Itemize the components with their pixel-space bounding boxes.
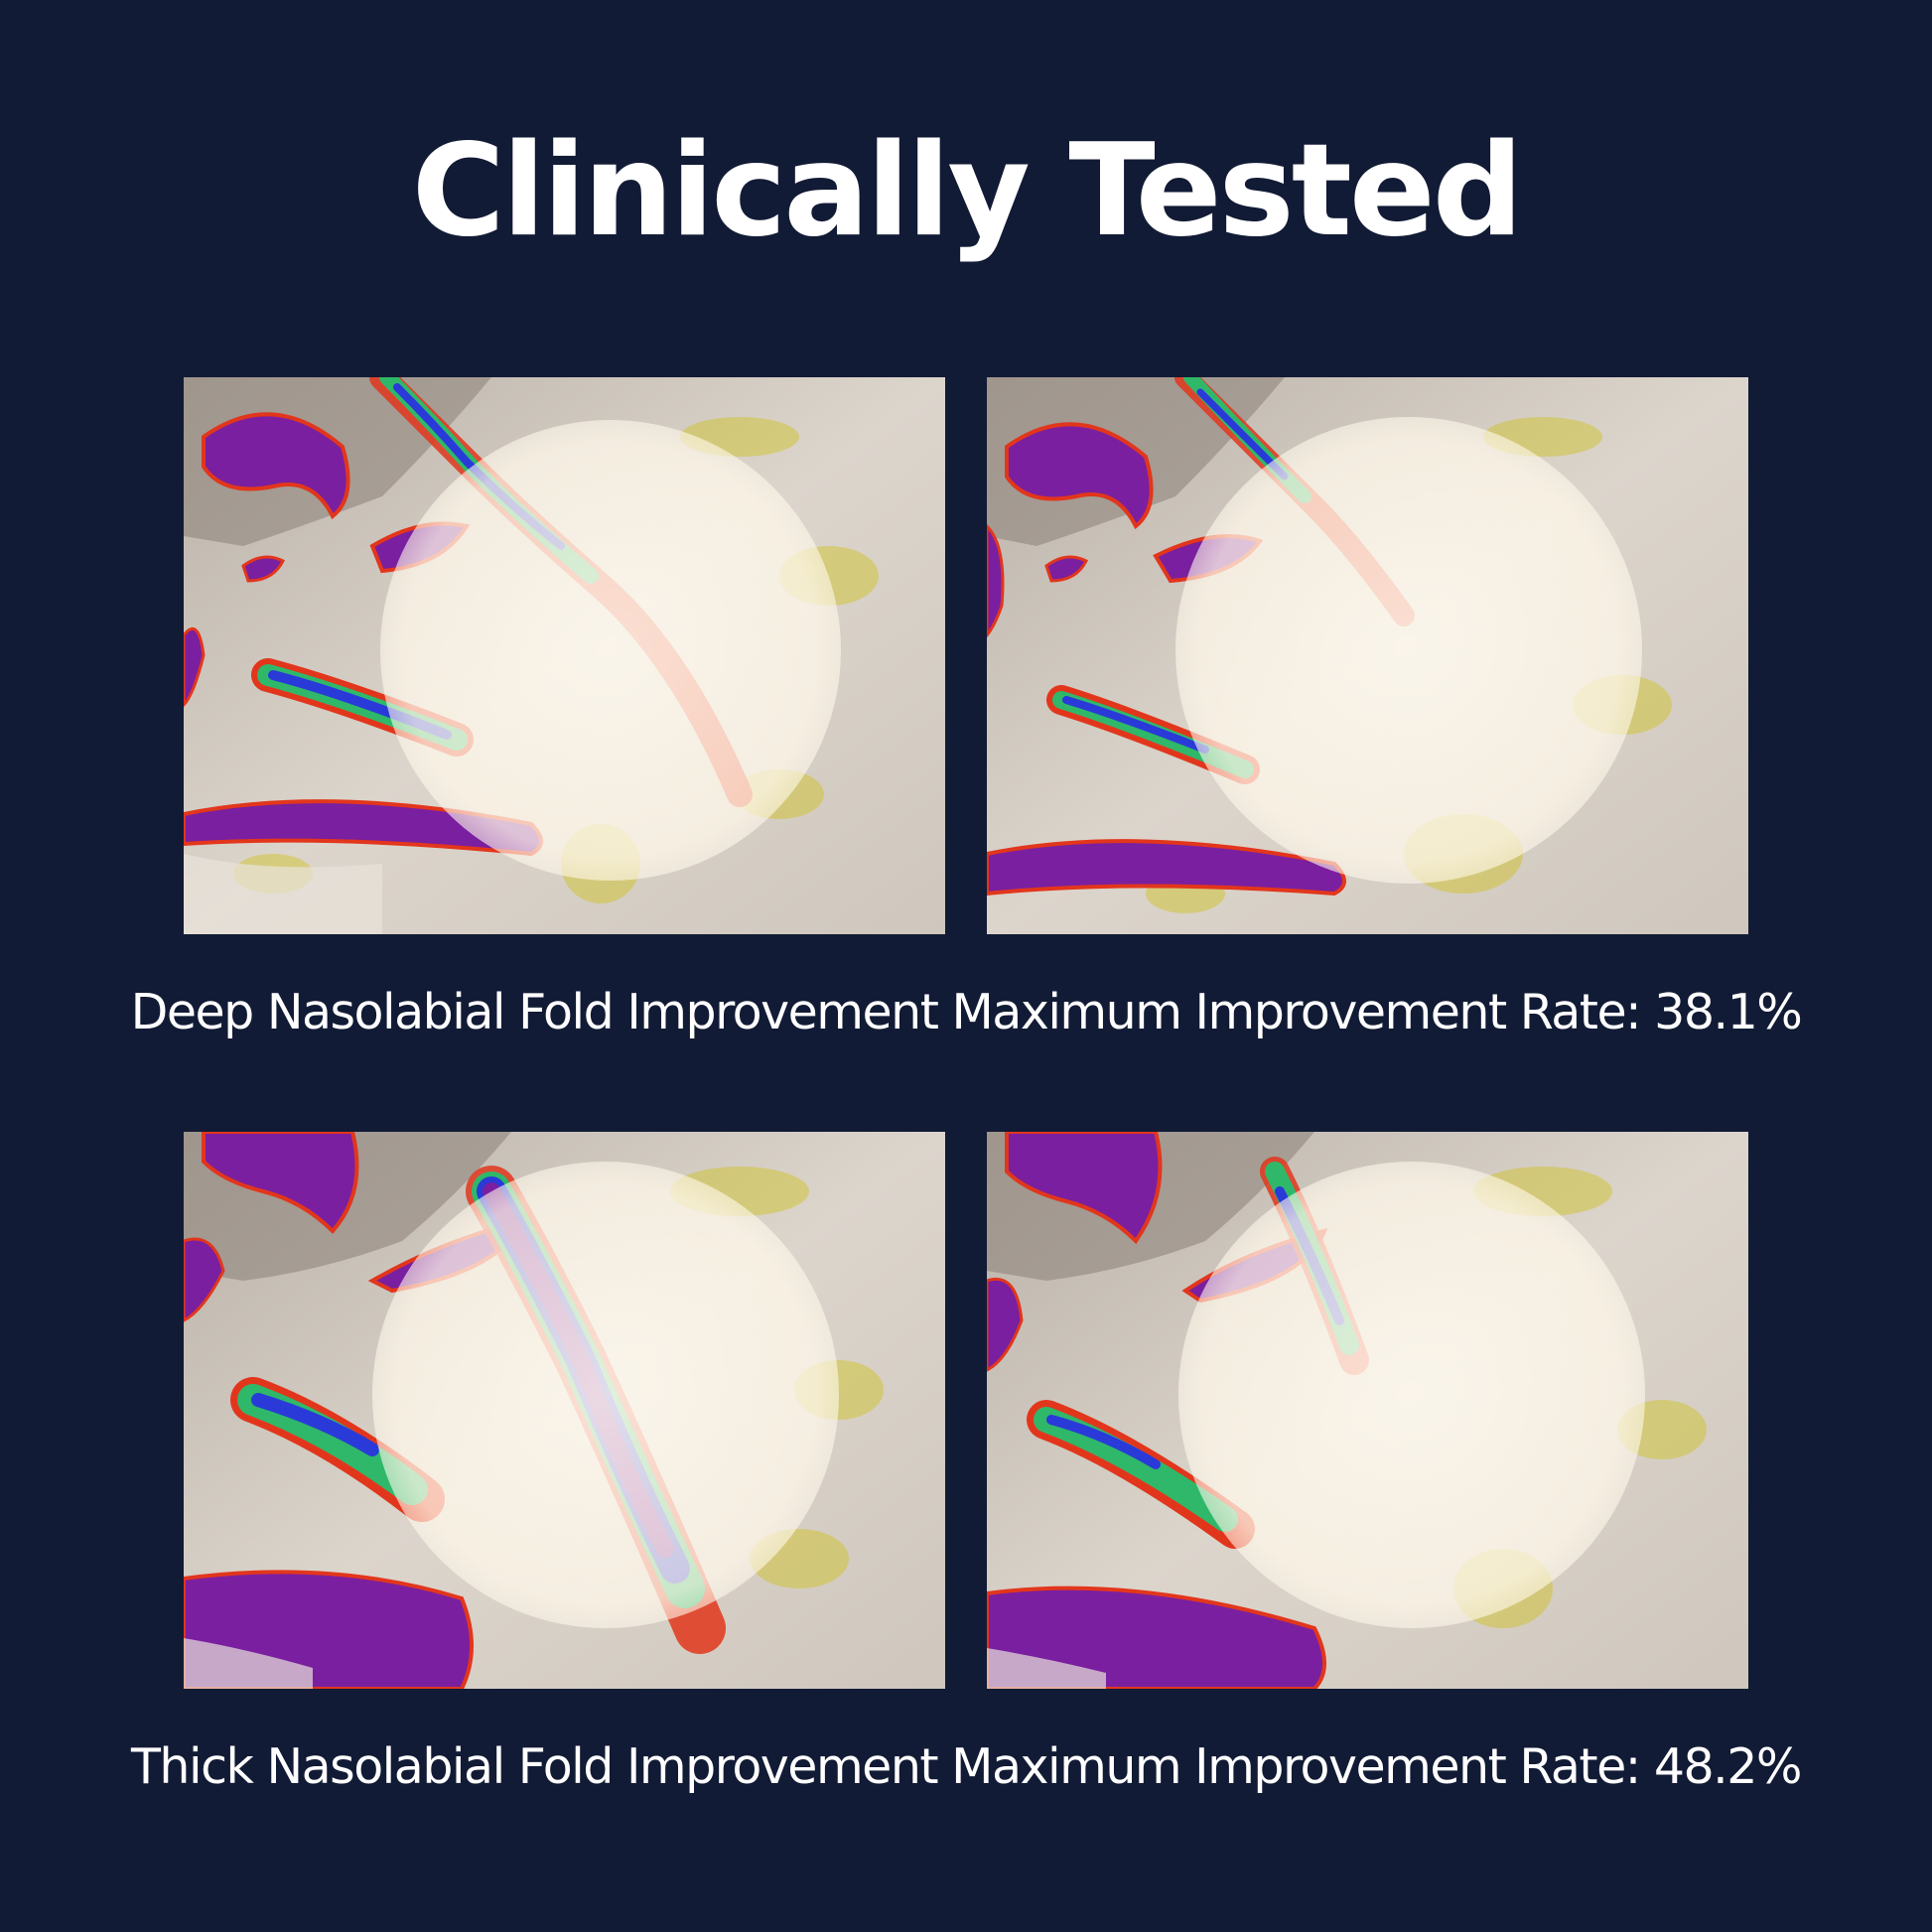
deep-fold-after-image xyxy=(987,377,1748,934)
deep-fold-caption: Deep Nasolabial Fold Improvement Maximum… xyxy=(130,984,1803,1040)
thick-fold-before-image xyxy=(184,1132,945,1689)
page-title: Clinically Tested xyxy=(411,117,1524,265)
thick-fold-caption: Thick Nasolabial Fold Improvement Maximu… xyxy=(131,1738,1802,1795)
deep-fold-before-image xyxy=(184,377,945,934)
thick-fold-after-image xyxy=(987,1132,1748,1689)
